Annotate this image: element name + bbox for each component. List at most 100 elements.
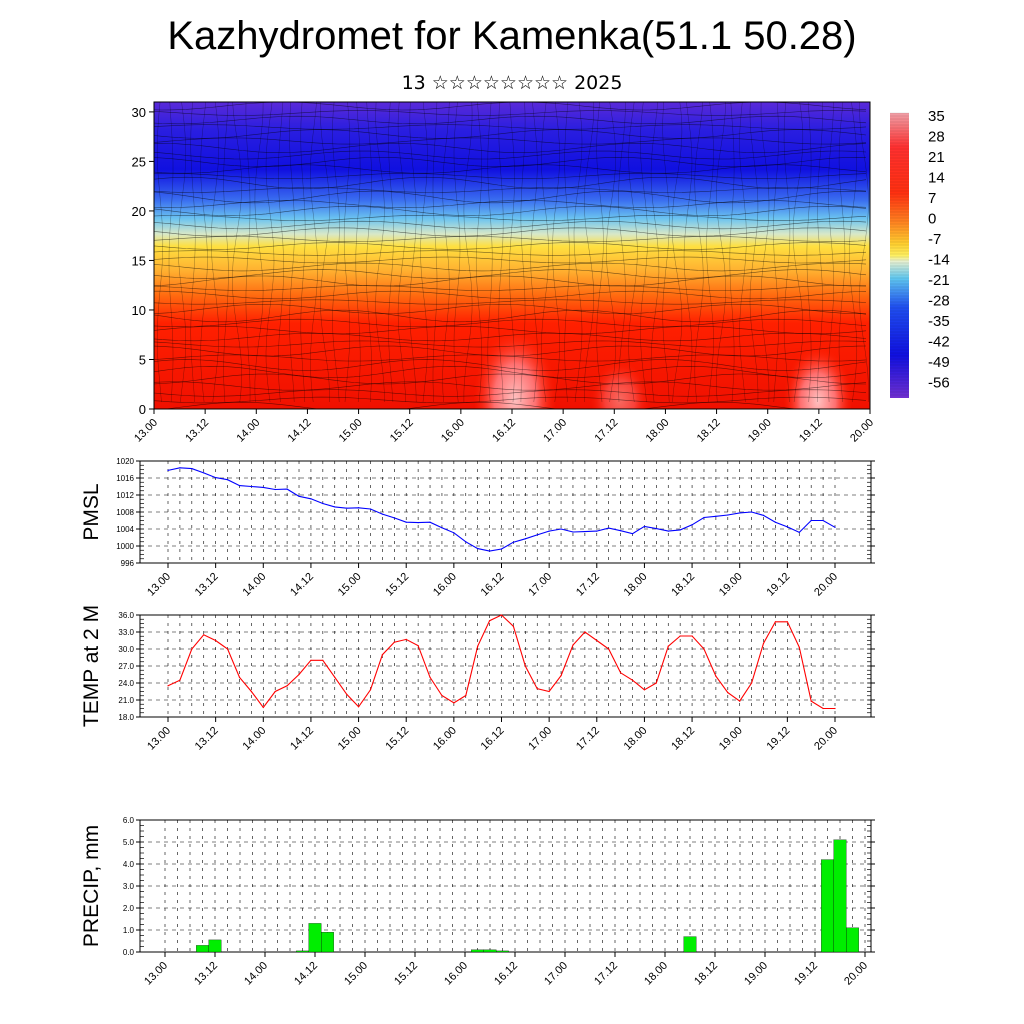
data-point (762, 642, 765, 644)
precip-bar (846, 927, 859, 953)
data-point (167, 685, 169, 687)
heatmap-y-tick-label: 20 (132, 204, 146, 219)
heatmap-x-tick-label: 17.12 (592, 417, 620, 445)
x-tick-label: 16.12 (492, 960, 520, 988)
y-tick-label: 21.0 (118, 696, 134, 705)
y-tick-label: 1004 (116, 525, 134, 534)
data-point (405, 521, 407, 523)
y-tick-label: 1008 (116, 508, 134, 517)
streamline (278, 102, 284, 403)
streamline (162, 401, 799, 409)
x-tick-label: 14.12 (288, 571, 316, 599)
streamline (154, 309, 867, 323)
data-point (441, 694, 443, 697)
data-point (631, 679, 634, 681)
streamline (154, 354, 867, 362)
data-point (429, 521, 431, 523)
colorbar-label: -14 (928, 252, 950, 269)
wind-streamlines (154, 102, 869, 409)
streamline (154, 214, 867, 222)
streamline (154, 187, 867, 193)
x-tick-label: 17.12 (574, 571, 602, 599)
data-point (215, 476, 217, 479)
data-point (381, 513, 383, 515)
streamline (190, 102, 196, 403)
data-point (226, 648, 229, 650)
x-tick-label: 19.00 (742, 960, 770, 988)
colorbar-label: 0 (928, 211, 936, 228)
streamline (530, 102, 538, 403)
data-point (655, 527, 657, 530)
data-point (631, 533, 634, 535)
precip-bar (483, 949, 497, 953)
y-tick-label: 24.0 (118, 679, 134, 688)
heatmap-y-axis: 0 5 10 15 20 25 30 (132, 105, 154, 417)
data-point (774, 521, 777, 523)
streamline (671, 102, 683, 403)
streamline (154, 143, 867, 153)
streamline (245, 102, 251, 403)
data-point (250, 690, 252, 693)
streamline (662, 102, 670, 403)
streamline (332, 102, 340, 403)
data-point (691, 635, 693, 637)
heatmap-x-tick-label: 16.12 (490, 417, 518, 445)
y-tick-label: 1020 (116, 457, 134, 466)
x-tick-label: 18.12 (692, 960, 720, 988)
precip-bar (833, 839, 847, 953)
data-point (167, 469, 169, 471)
data-point (620, 530, 622, 532)
streamline (154, 110, 867, 116)
x-tick-label: 14.00 (240, 725, 268, 753)
data-point (727, 514, 729, 516)
data-point (238, 676, 241, 678)
panel-frame (139, 460, 872, 564)
streamline (154, 256, 867, 264)
streamline (154, 115, 867, 125)
precip-bar (321, 932, 334, 953)
x-tick-label: 13.12 (192, 960, 220, 988)
streamline (806, 102, 812, 403)
x-tick-label: 18.12 (669, 571, 697, 599)
data-point (727, 692, 729, 694)
x-tick-label: 17.00 (526, 571, 554, 599)
heatmap-y-tick-label: 25 (132, 154, 146, 169)
y-tick-label: 1.0 (123, 926, 135, 935)
streamline (154, 220, 867, 230)
precip-bar (496, 950, 509, 953)
chart-title: Kazhydromet for Kamenka(51.1 50.28) (167, 14, 857, 58)
data-point (441, 527, 443, 529)
streamline (154, 299, 867, 305)
heatmap-y-tick-label: 10 (132, 303, 146, 318)
data-point (560, 528, 562, 530)
streamline (154, 124, 867, 130)
streamline (388, 102, 394, 403)
streamline (154, 332, 867, 342)
data-point (357, 507, 360, 509)
streamline (739, 102, 747, 403)
streamline (573, 102, 583, 403)
streamline (154, 199, 867, 209)
x-tick-label: 17.12 (574, 725, 602, 753)
streamline (154, 250, 867, 256)
streamline (154, 359, 867, 371)
x-tick-label: 19.12 (765, 725, 793, 753)
data-point (560, 675, 562, 677)
colorbar-label: -28 (928, 293, 950, 310)
streamline (232, 102, 242, 403)
data-point (679, 635, 681, 637)
x-tick-label: 16.00 (442, 960, 470, 988)
heatmap-x-tick-label: 18.12 (695, 417, 723, 445)
data-point (667, 645, 669, 647)
streamline (706, 102, 714, 403)
data-point (703, 516, 705, 519)
x-tick-label: 13.00 (145, 571, 173, 599)
precip-bar (296, 950, 309, 953)
streamline (210, 102, 219, 403)
streamline (154, 396, 867, 404)
data-point (179, 467, 181, 469)
streamline (154, 325, 867, 335)
data-point (655, 682, 657, 684)
x-tick-label: 13.12 (193, 725, 221, 753)
colorbar-scale (890, 113, 909, 398)
